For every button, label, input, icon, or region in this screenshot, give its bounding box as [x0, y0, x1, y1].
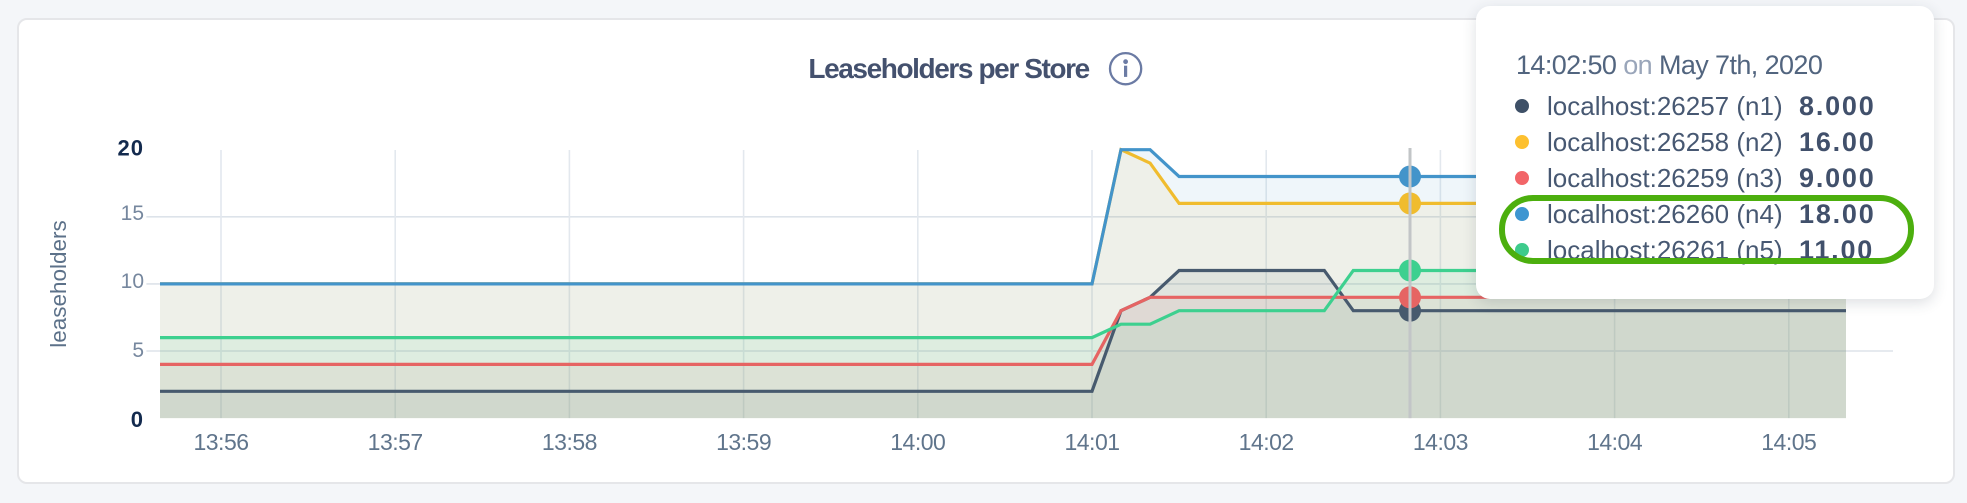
svg-text:20: 20: [118, 136, 144, 161]
svg-text:13:59: 13:59: [716, 429, 771, 455]
svg-text:14:02: 14:02: [1239, 429, 1294, 455]
svg-text:14:00: 14:00: [890, 429, 945, 455]
svg-text:5: 5: [132, 339, 144, 362]
svg-text:10: 10: [121, 270, 144, 293]
svg-text:13:56: 13:56: [193, 429, 248, 455]
svg-text:14:01: 14:01: [1064, 429, 1119, 455]
svg-text:14:04: 14:04: [1587, 429, 1643, 455]
svg-text:13:57: 13:57: [368, 429, 423, 455]
svg-text:14:03: 14:03: [1413, 429, 1468, 455]
svg-text:14:05: 14:05: [1761, 429, 1816, 455]
svg-text:0: 0: [131, 407, 144, 432]
svg-text:leaseholders: leaseholders: [46, 220, 71, 348]
svg-text:13:58: 13:58: [542, 429, 597, 455]
svg-text:15: 15: [121, 202, 144, 225]
